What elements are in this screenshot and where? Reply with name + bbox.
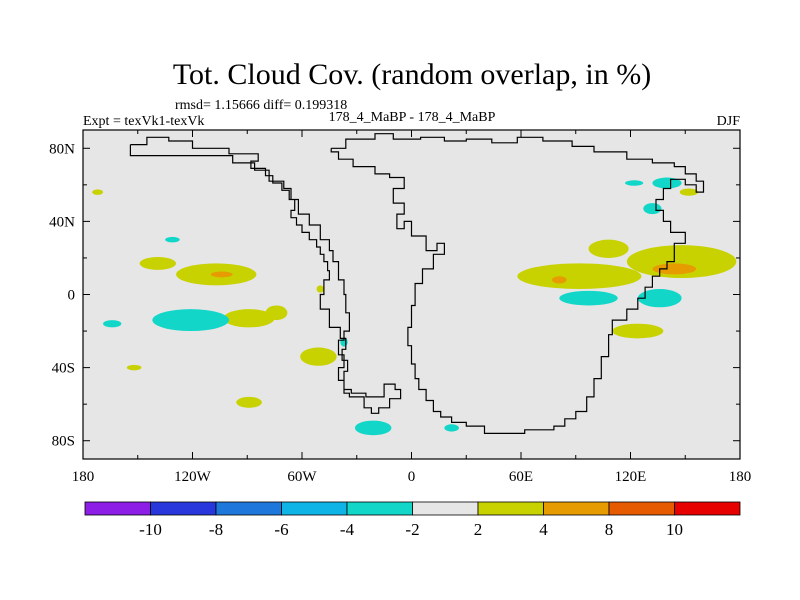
y-tick-label: 80N xyxy=(49,141,75,157)
colorbar-label: -4 xyxy=(340,520,355,539)
y-tick-label: 80S xyxy=(52,434,75,450)
anomaly-blob-6 xyxy=(126,364,142,371)
colorbar-box-7 xyxy=(543,501,610,516)
colorbar-box-2 xyxy=(215,501,282,516)
anomaly-blob-12 xyxy=(444,424,459,432)
anomaly-blob-19 xyxy=(559,290,618,306)
colorbar-box-3 xyxy=(281,501,348,516)
anomaly-blob-2 xyxy=(210,271,233,278)
colorbar-label: -10 xyxy=(139,520,162,539)
x-tick-label: 60E xyxy=(509,469,533,485)
colorbar-box-1 xyxy=(150,501,217,516)
anomaly-blob-9 xyxy=(103,320,122,328)
chart-title: Tot. Cloud Cov. (random overlap, in %) xyxy=(173,58,651,91)
x-tick-label: 120E xyxy=(615,469,647,485)
right-label: DJF xyxy=(717,114,741,129)
colorbar-label: -6 xyxy=(274,520,288,539)
colorbar-box-0 xyxy=(84,501,151,516)
x-tick-label: 180 xyxy=(729,469,752,485)
map-panel xyxy=(82,129,741,460)
coastline-layer xyxy=(129,133,705,434)
anomaly-blob-21 xyxy=(643,203,662,215)
colorbar-box-4 xyxy=(346,501,413,516)
x-axis: 180 120W 60W 0 60E 120E 180 xyxy=(72,130,752,485)
colorbar-box-6 xyxy=(477,501,544,516)
anomaly-layer xyxy=(92,177,737,436)
anomaly-blob-24 xyxy=(679,188,699,196)
x-tick-label: 180 xyxy=(72,469,95,485)
anomaly-blob-0 xyxy=(139,257,177,270)
anomaly-blob-3 xyxy=(223,309,275,328)
anomaly-blob-27 xyxy=(316,285,324,293)
colorbar-box-9 xyxy=(674,501,741,516)
anomaly-blob-22 xyxy=(652,177,682,189)
coastline-eurasia-africa xyxy=(330,133,705,434)
colorbar-label: 2 xyxy=(474,520,483,539)
coastline-americas xyxy=(129,136,402,414)
x-tick-label: 120W xyxy=(174,469,212,485)
anomaly-blob-11 xyxy=(354,420,392,436)
anomaly-blob-8 xyxy=(152,309,229,332)
y-tick-label: 40S xyxy=(52,361,75,377)
colorbar-box-8 xyxy=(608,501,675,516)
anomaly-blob-18 xyxy=(612,323,664,339)
anomaly-blob-20 xyxy=(637,289,682,308)
x-tick-label: 0 xyxy=(408,469,416,485)
colorbar-label: 10 xyxy=(666,520,683,539)
anomaly-blob-17 xyxy=(552,276,567,284)
anomaly-blob-7 xyxy=(236,396,262,408)
center-label: 178_4_MaBP - 178_4_MaBP xyxy=(329,110,496,125)
stats-line: rmsd= 1.15666 diff= 0.199318 xyxy=(175,98,347,113)
anomaly-blob-13 xyxy=(517,263,642,290)
y-axis: 80N 40N 0 40S 80S xyxy=(49,141,740,450)
colorbar-label: 4 xyxy=(539,520,548,539)
anomaly-blob-4 xyxy=(265,305,288,321)
colorbar-box-5 xyxy=(412,501,479,516)
anomaly-blob-16 xyxy=(652,263,697,275)
colorbar-label: -8 xyxy=(209,520,223,539)
anomaly-blob-5 xyxy=(300,347,337,366)
anomaly-blob-14 xyxy=(588,239,629,258)
anomaly-blob-10 xyxy=(165,236,180,243)
colorbar-label: -2 xyxy=(405,520,419,539)
colorbar: -10 -8 -6 -4 -2 2 4 8 10 xyxy=(84,501,741,539)
y-tick-label: 40N xyxy=(49,214,75,230)
anomaly-blob-25 xyxy=(92,189,104,195)
y-tick-label: 0 xyxy=(68,288,76,304)
colorbar-label: 8 xyxy=(605,520,614,539)
anomaly-blob-23 xyxy=(625,180,644,186)
x-tick-label: 60W xyxy=(287,469,317,485)
left-label: Expt = texVk1-texVk xyxy=(83,114,204,129)
